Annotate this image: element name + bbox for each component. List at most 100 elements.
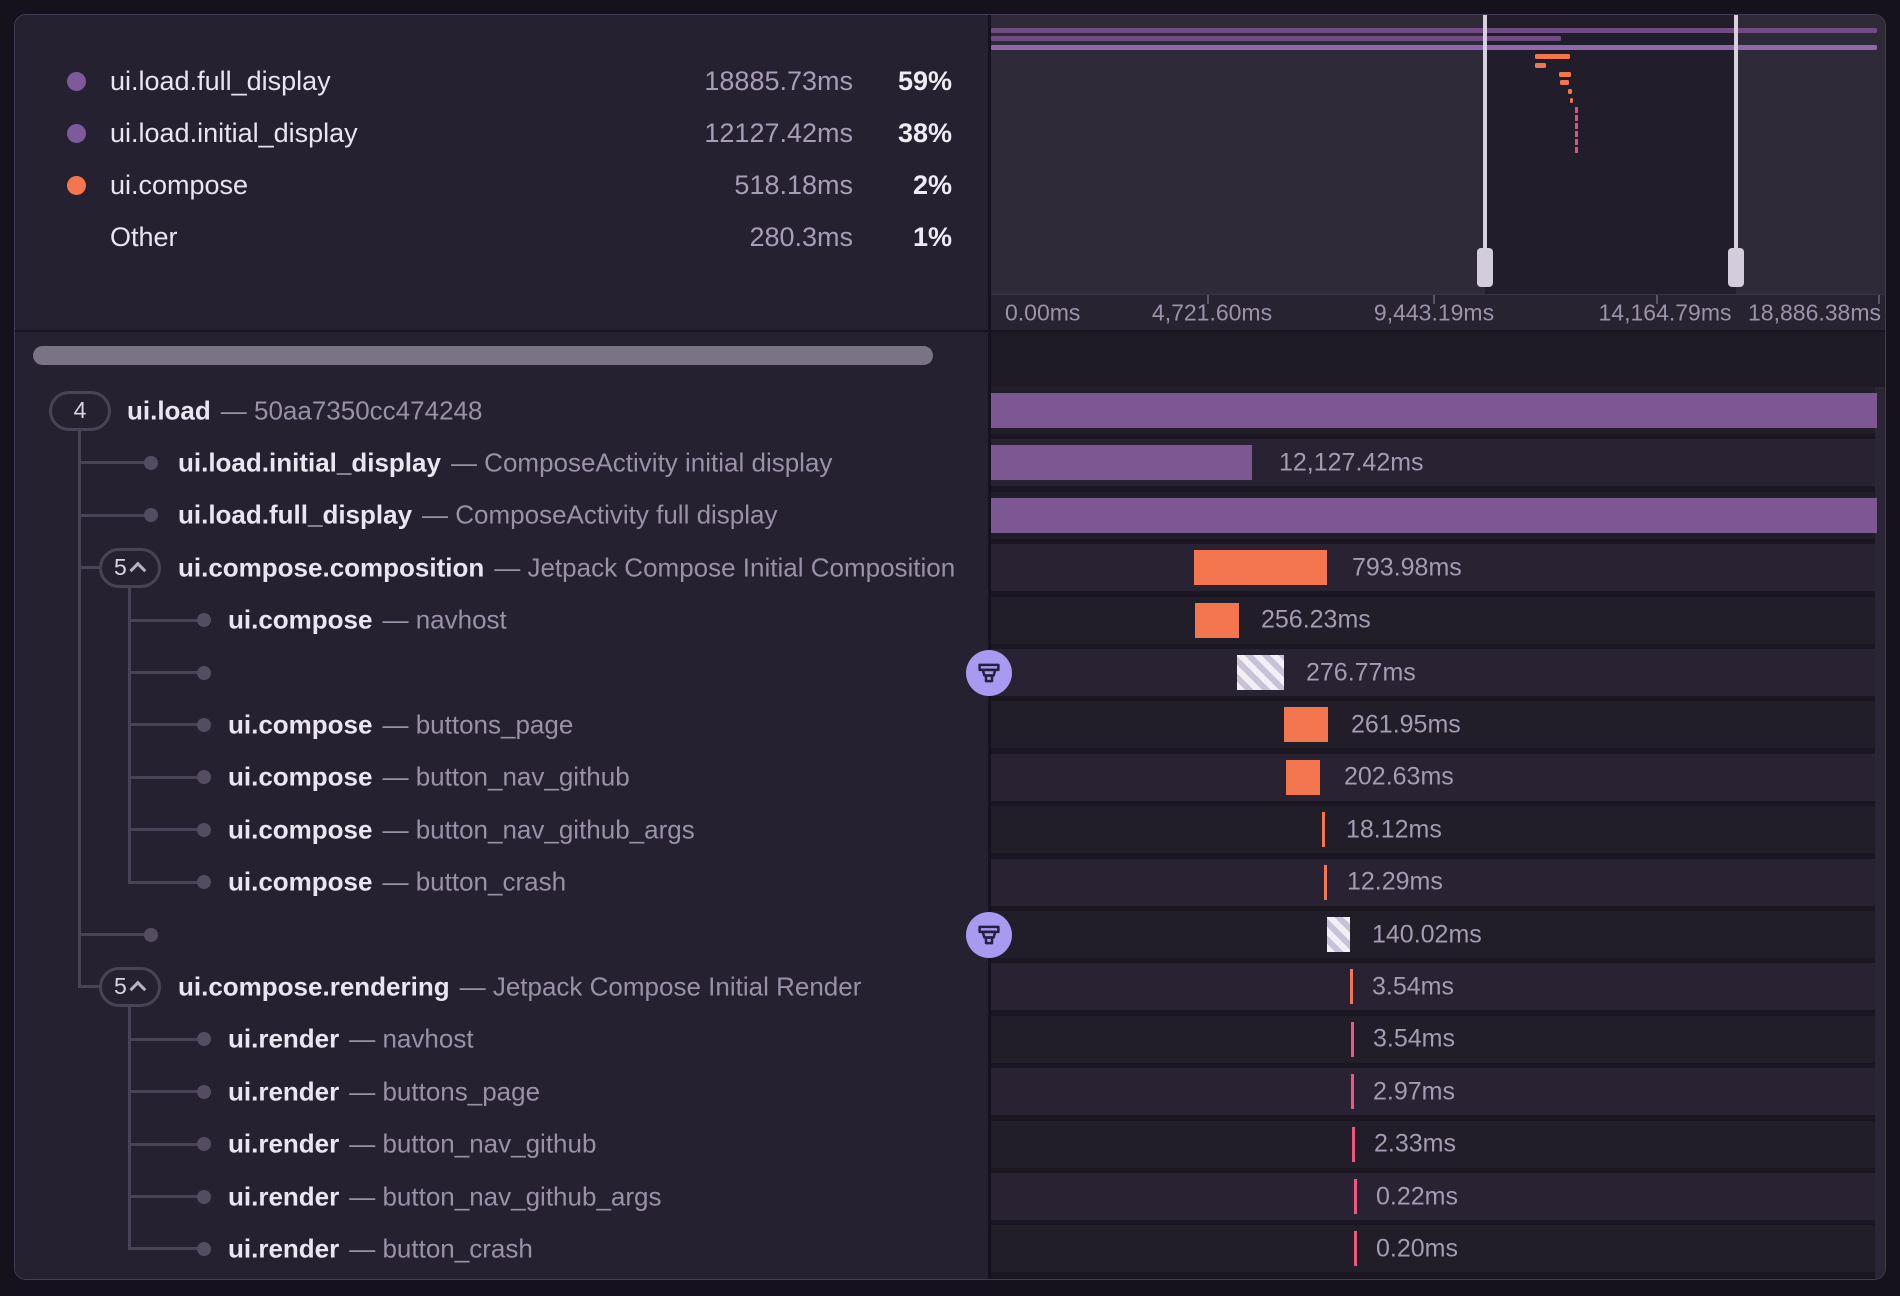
minimap-span-bar [991,28,1877,33]
tree-node-dot [144,508,158,523]
span-duration-bar[interactable] [1284,707,1328,743]
span-duration-bar[interactable] [1352,1126,1355,1162]
span-duration-label: 0.20ms [1376,1234,1458,1263]
tree-connector-stub [78,513,151,517]
span-tree-row[interactable]: ui.render — button_crash [15,1225,989,1272]
minimap-viewport-handle[interactable] [1483,15,1487,248]
legend-item[interactable]: Other 280.3ms 1% [15,211,989,263]
span-tree-row[interactable]: ui.compose.rendering — Jetpack Compose In… [15,963,989,1010]
span-duration-bar[interactable] [1351,1021,1354,1057]
tree-connector-stub [78,461,151,465]
span-tree-row[interactable]: ui.compose.composition — Jetpack Compose … [15,544,989,591]
span-duration-bar[interactable] [991,445,1252,481]
span-op: ui.render [228,1128,340,1159]
span-tree-row[interactable]: ui.load — 50aa7350cc474248 [15,387,989,434]
legend-op-duration: 280.3ms [749,221,853,252]
tree-node-dot [197,613,211,628]
span-duration-bar[interactable] [1286,759,1320,795]
span-duration-bar[interactable] [1195,602,1239,638]
span-tree-row[interactable]: ui.render — navhost [15,1016,989,1063]
span-duration-bar[interactable] [1237,655,1284,690]
minimap-handle-grip[interactable] [1728,248,1744,287]
span-bar-row[interactable]: 2.97ms [989,1068,1875,1116]
span-tree-row[interactable]: ui.compose — button_nav_github_args [15,806,989,853]
span-duration-label: 261.95ms [1351,710,1461,739]
span-tree-row[interactable]: ui.render — button_nav_github [15,1121,989,1168]
profile-icon[interactable] [966,911,1012,958]
span-op: ui.compose [228,761,373,792]
flash-glyph [978,925,1000,944]
span-bar-row[interactable]: 0.22ms [989,1173,1875,1220]
legend-op-duration: 12127.42ms [704,117,853,148]
trace-header: ui.load.full_display 18885.73ms 59% ui.load… [15,15,1885,330]
legend-item[interactable]: ui.load.full_display 18885.73ms 59% [15,55,989,107]
minimap-handle-grip[interactable] [1477,248,1493,287]
chevron-up-icon [129,561,147,579]
span-duration-bar[interactable] [1327,917,1350,952]
legend-op-duration: 18885.73ms [704,65,853,96]
span-tree-row[interactable]: ui.load.initial_display — ComposeActivity… [15,439,989,486]
tree-connector-stub [128,618,204,622]
span-bar-row[interactable]: 18.12ms [989,806,1875,854]
span-duration-bar[interactable] [991,393,1877,428]
span-bar-row[interactable] [989,491,1877,539]
legend-item[interactable]: ui.load.initial_display 12127.42ms 38% [15,107,989,159]
span-duration-bar[interactable] [1351,1074,1354,1110]
tree-connector-stub [128,1247,204,1251]
span-bar-row[interactable]: 12,127.42ms [989,439,1875,487]
span-tree-row[interactable] [15,649,989,696]
span-bar-row[interactable] [989,387,1877,434]
span-duration-bar[interactable] [1194,550,1327,586]
span-bar-row[interactable]: 140.02ms [989,911,1875,958]
span-count-badge[interactable]: 4 [49,390,111,431]
span-bar-row[interactable]: 2.33ms [989,1120,1875,1168]
span-tree-row[interactable]: ui.load.full_display — ComposeActivity fu… [15,492,989,539]
minimap-viewport-handle[interactable] [1734,15,1738,248]
span-description: — ComposeActivity full display [422,499,778,530]
span-bar-row[interactable]: 202.63ms [989,753,1875,801]
span-duration-bar[interactable] [1324,864,1327,900]
span-bar-row[interactable]: 3.54ms [989,1015,1875,1063]
panel-divider[interactable] [988,15,991,1279]
span-duration-label: 12,127.42ms [1279,448,1424,477]
span-tree-row[interactable]: ui.render — button_nav_github_args [15,1173,989,1220]
span-tree-label: ui.compose — navhost [228,605,507,636]
span-bar-row[interactable]: 0.20ms [989,1225,1875,1273]
span-tree-row[interactable]: ui.compose — buttons_page [15,701,989,748]
span-duration-bar[interactable] [991,497,1877,533]
span-tree-row[interactable]: ui.render — buttons_page [15,1068,989,1115]
span-count-badge[interactable]: 5 [99,547,161,588]
tree-hscroll-track[interactable] [15,332,989,387]
span-duration-bar[interactable] [1354,1179,1357,1214]
legend-item[interactable]: ui.compose 518.18ms 2% [15,159,989,211]
minimap-content[interactable] [989,15,1885,294]
trace-minimap[interactable]: 0.00ms 4,721.60ms 9,443.19ms 14,164.79ms 18,… [989,15,1885,330]
span-op: ui.render [228,1181,340,1211]
span-tree-row[interactable]: ui.compose — navhost [15,597,989,644]
span-duration-bar[interactable] [1322,812,1325,848]
badge-count: 5 [114,554,127,581]
span-tree-row[interactable] [15,911,989,958]
span-tree-row[interactable]: ui.compose — button_nav_github [15,754,989,801]
span-duration-bar[interactable] [1350,969,1353,1005]
span-bar-row[interactable]: 12.29ms [989,858,1875,906]
span-op: ui.compose [228,604,373,635]
span-tree-label: ui.render — button_nav_github [228,1129,596,1160]
minimap-dashed-spans [1575,107,1578,153]
span-bar-row[interactable]: 793.98ms [989,544,1875,592]
span-bar-row[interactable]: 256.23ms [989,596,1875,644]
span-count-badge[interactable]: 5 [99,966,161,1007]
tree-hscroll-thumb[interactable] [33,346,933,365]
span-bar-row[interactable]: 276.77ms [989,649,1875,696]
tree-node-dot [144,927,158,942]
span-tree-label: ui.load.initial_display — ComposeActivity… [178,447,832,478]
span-tree-row[interactable]: ui.compose — button_crash [15,859,989,906]
badge-count: 5 [114,973,127,1000]
minimap-span-bar [1535,54,1570,59]
span-bar-row[interactable]: 3.54ms [989,963,1875,1011]
span-bar-row[interactable]: 261.95ms [989,701,1875,749]
vertical-scrollbar[interactable] [1875,387,1885,1279]
profile-icon[interactable] [966,649,1012,696]
span-duration-bar[interactable] [1354,1231,1357,1267]
